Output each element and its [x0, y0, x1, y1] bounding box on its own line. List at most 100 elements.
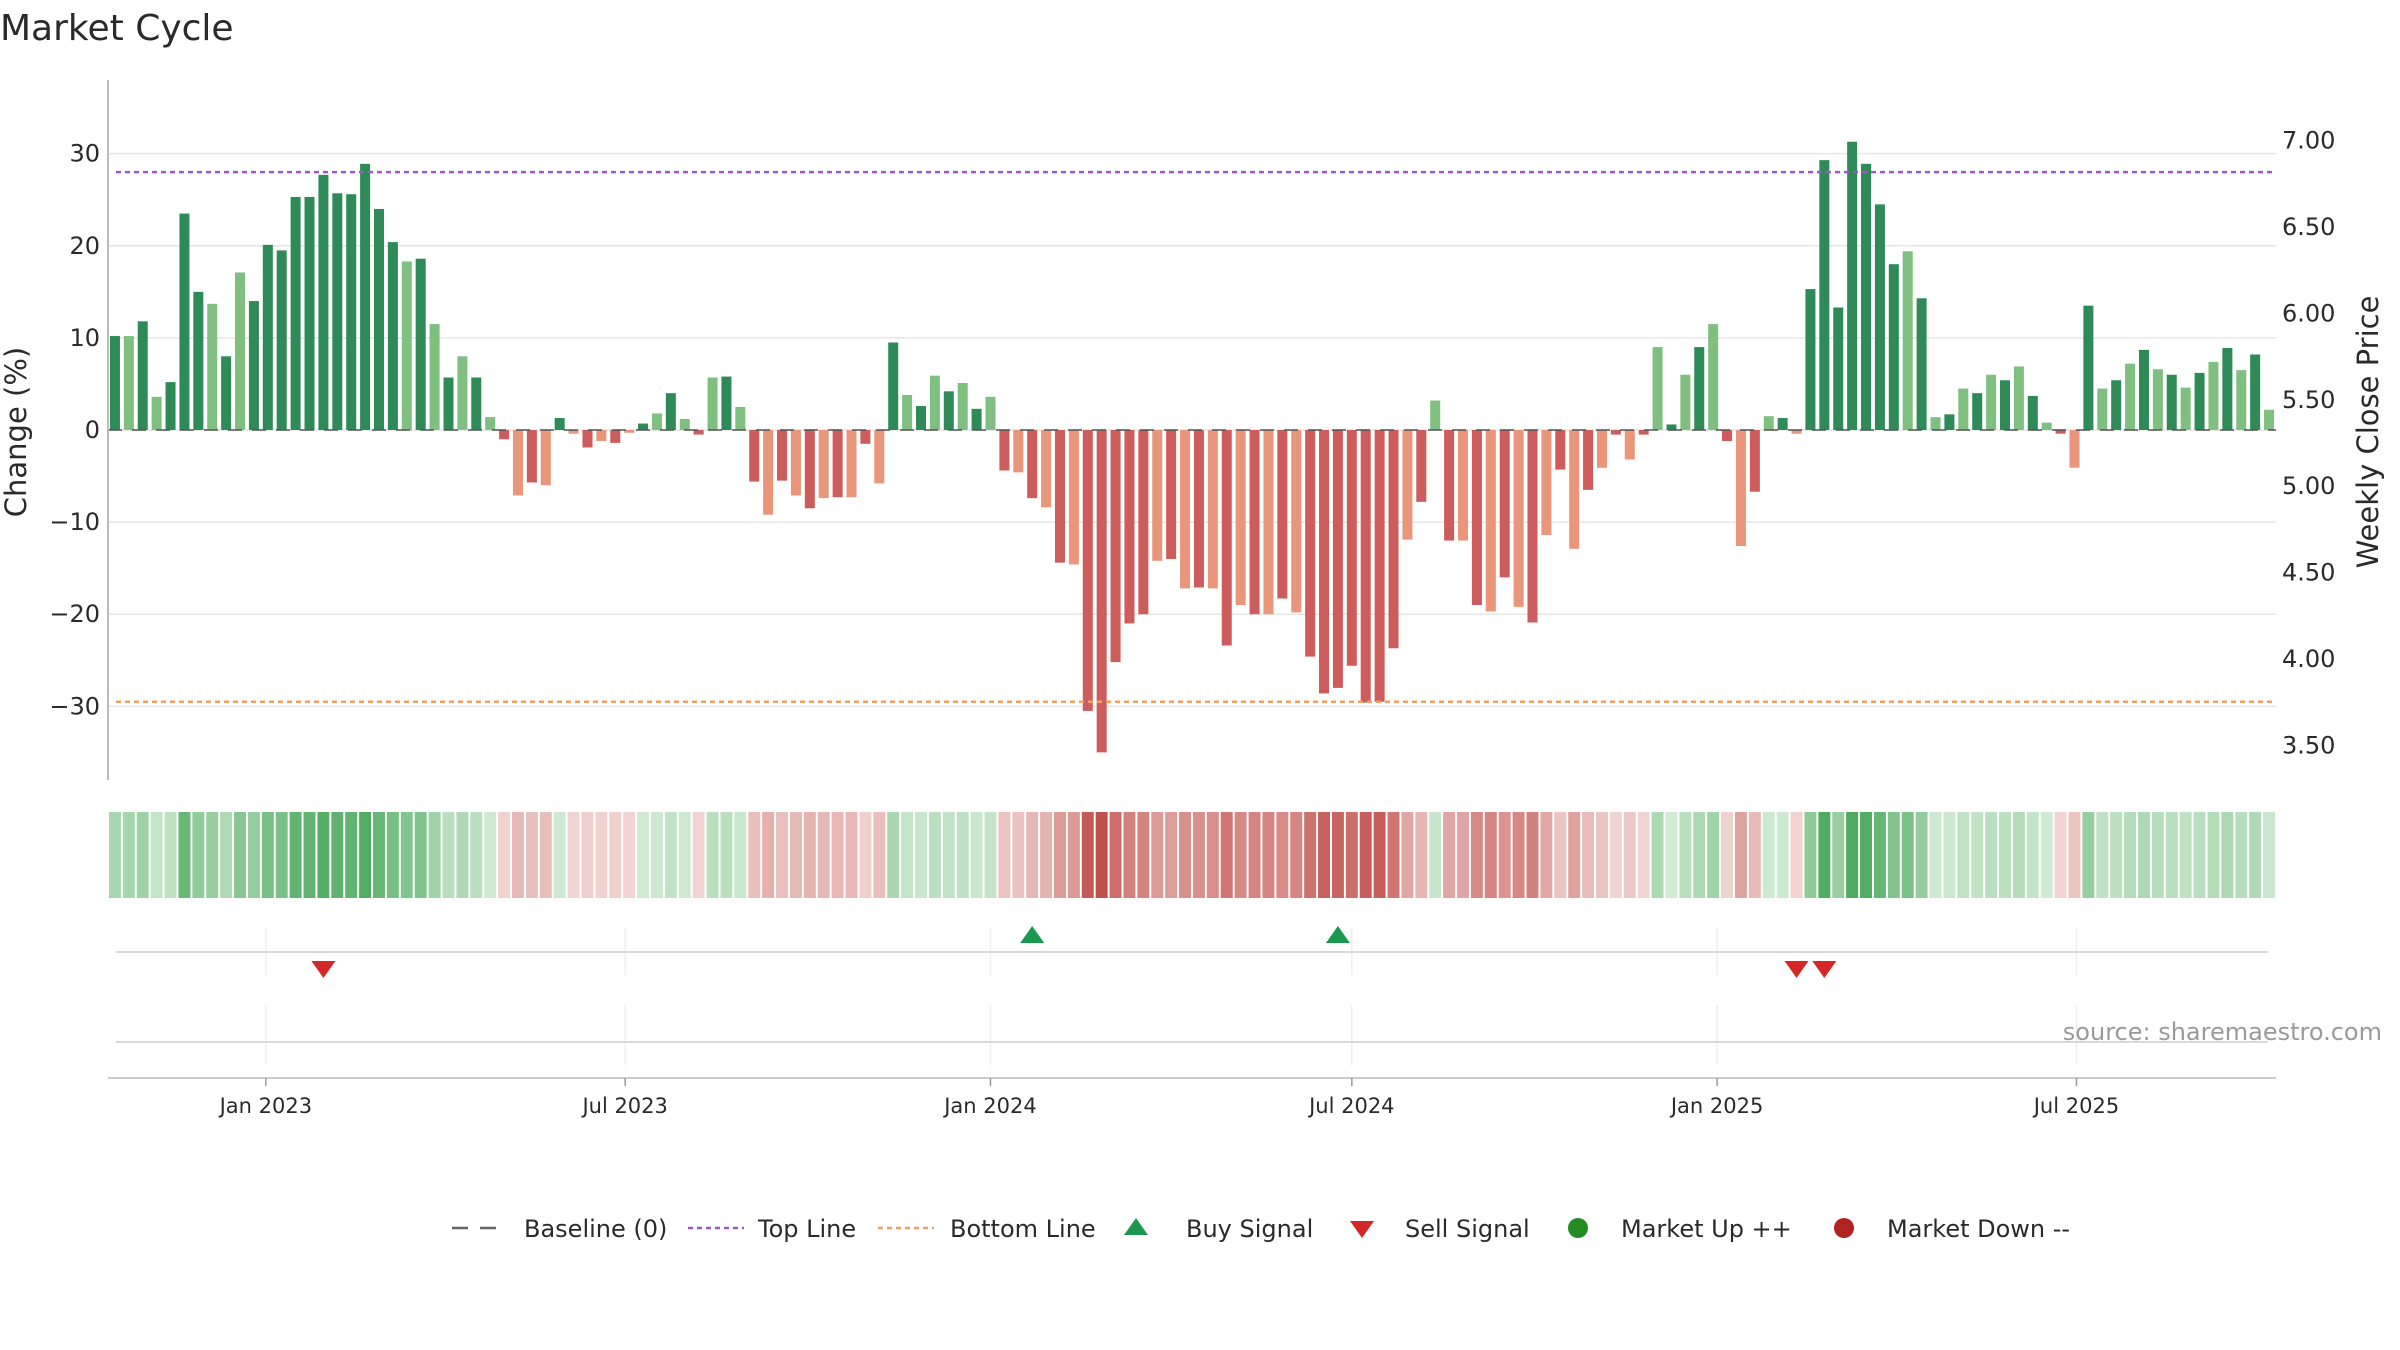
bar — [902, 395, 913, 430]
strip-cell — [1693, 812, 1706, 898]
bar — [1735, 430, 1746, 547]
strip-cell — [359, 812, 372, 898]
bar — [415, 258, 426, 430]
bar — [1958, 388, 1969, 430]
strip-cell — [1776, 812, 1789, 898]
strip-cell — [887, 812, 900, 898]
bar — [1624, 430, 1635, 460]
bar — [1777, 418, 1788, 430]
bar — [665, 393, 676, 430]
strip-cell — [2249, 812, 2262, 898]
strip-cell — [303, 812, 316, 898]
strip-cell — [1276, 812, 1289, 898]
cycle-heat-strip — [108, 812, 2276, 898]
bar — [582, 430, 593, 448]
bar — [2166, 374, 2177, 430]
strip-cell — [1790, 812, 1803, 898]
strip-cell — [2221, 812, 2234, 898]
strip-cell — [122, 812, 135, 898]
y-tick-label: 20 — [69, 232, 100, 260]
strip-cell — [1345, 812, 1358, 898]
legend: Baseline (0) Top Line Bottom Line Buy Signa… — [452, 1215, 2070, 1243]
legend-label: Market Up ++ — [1621, 1215, 1792, 1243]
bar — [1986, 374, 1997, 430]
bar — [2194, 372, 2205, 430]
strip-cell — [623, 812, 636, 898]
bar — [929, 375, 940, 430]
strip-cell — [581, 812, 594, 898]
bar — [346, 194, 357, 430]
strip-cell — [1554, 812, 1567, 898]
y2-tick-label: 5.50 — [2282, 386, 2335, 414]
bar — [707, 377, 718, 430]
strip-cell — [637, 812, 650, 898]
bar — [1555, 430, 1566, 470]
legend-label: Buy Signal — [1186, 1215, 1313, 1243]
bar — [193, 291, 204, 430]
bar — [207, 303, 218, 430]
strip-cell — [831, 812, 844, 898]
bar — [721, 376, 732, 430]
strip-cell — [1623, 812, 1636, 898]
sell-signal-marker — [1812, 961, 1837, 978]
strip-cell — [2179, 812, 2192, 898]
bar — [735, 406, 746, 430]
reference-lines — [108, 170, 2276, 703]
strip-cell — [1415, 812, 1428, 898]
bar — [999, 430, 1010, 471]
bar — [1485, 430, 1496, 612]
bar — [1166, 430, 1177, 559]
strip-cell — [1873, 812, 1886, 898]
bar — [693, 430, 704, 435]
bar — [1666, 424, 1677, 430]
strip-cell — [1470, 812, 1483, 898]
strip-cell — [150, 812, 163, 898]
bar — [540, 430, 551, 486]
bar — [985, 396, 996, 430]
strip-cell — [1943, 812, 1956, 898]
bar — [235, 272, 246, 430]
bar — [1708, 324, 1719, 430]
signal-panel — [116, 926, 2268, 978]
strip-cell — [1234, 812, 1247, 898]
strip-cell — [567, 812, 580, 898]
bar — [2083, 305, 2094, 430]
x-tick-label: Jul 2023 — [580, 1094, 667, 1118]
bar — [1054, 430, 1065, 563]
strip-cell — [1999, 812, 2011, 898]
bar — [1638, 430, 1649, 435]
bar — [915, 406, 927, 430]
strip-cell — [1457, 812, 1469, 898]
strip-cell — [915, 812, 927, 898]
strip-cell — [1804, 812, 1817, 898]
bar — [526, 430, 537, 483]
strip-cell — [845, 812, 858, 898]
legend-triangle-up-icon — [1124, 1218, 1148, 1235]
bar — [1763, 416, 1774, 430]
bar — [248, 301, 259, 430]
bar — [262, 244, 273, 430]
strip-cell — [317, 812, 330, 898]
bar — [1249, 430, 1260, 615]
bar — [818, 430, 829, 499]
strip-cell — [1818, 812, 1831, 898]
strip-cell — [1290, 812, 1303, 898]
strip-cell — [108, 812, 121, 898]
bar — [749, 430, 760, 482]
strip-cell — [2068, 812, 2081, 898]
sell-signal-marker — [1784, 961, 1809, 978]
bar — [846, 430, 857, 498]
bar — [957, 383, 968, 430]
legend-label: Baseline (0) — [524, 1215, 667, 1243]
strip-cell — [2082, 812, 2095, 898]
bar — [1791, 430, 1802, 434]
bar — [360, 163, 371, 430]
bar — [1999, 380, 2011, 430]
bar — [804, 430, 815, 509]
bar — [1124, 430, 1135, 624]
bar — [2069, 430, 2080, 468]
bar — [1416, 430, 1427, 502]
bar — [1916, 298, 1927, 430]
strip-cell — [998, 812, 1011, 898]
bar — [1680, 374, 1691, 430]
